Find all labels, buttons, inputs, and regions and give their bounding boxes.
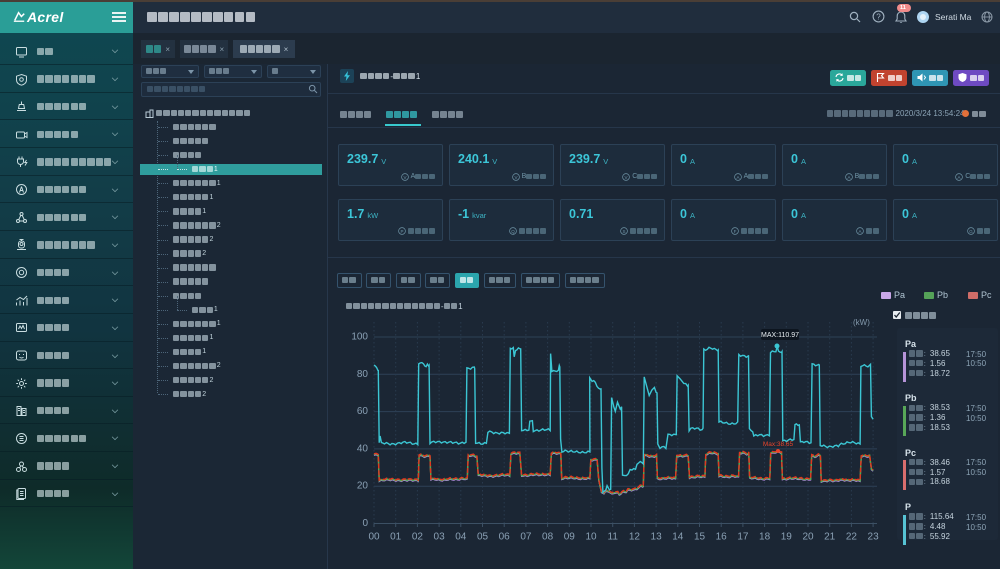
svg-text:08: 08 [542, 532, 554, 543]
svg-text:10: 10 [585, 532, 597, 543]
svg-text:A: A [859, 229, 862, 234]
svg-text:S: S [623, 229, 626, 234]
svg-text:19: 19 [781, 532, 793, 543]
svg-text:P: P [401, 229, 404, 234]
svg-text:00: 00 [368, 532, 380, 543]
svg-text:13: 13 [651, 532, 663, 543]
svg-text:0: 0 [362, 518, 368, 529]
svg-text:21: 21 [824, 532, 836, 543]
svg-text:Q: Q [512, 229, 516, 234]
svg-text:20: 20 [802, 532, 814, 543]
svg-text:60: 60 [357, 406, 369, 417]
svg-text:17: 17 [737, 532, 749, 543]
svg-text:05: 05 [477, 532, 489, 543]
svg-text:11: 11 [608, 532, 619, 543]
svg-text:A: A [736, 175, 739, 180]
svg-text:12: 12 [629, 532, 641, 543]
svg-text:01: 01 [390, 532, 402, 543]
svg-text:V: V [514, 175, 517, 180]
svg-text:80: 80 [357, 369, 369, 380]
svg-text:V: V [403, 175, 406, 180]
svg-text:04: 04 [455, 532, 467, 543]
svg-text:03: 03 [434, 532, 446, 543]
svg-text:V: V [625, 175, 628, 180]
svg-text:100: 100 [351, 332, 368, 343]
svg-text:23: 23 [868, 532, 880, 543]
svg-text:22: 22 [846, 532, 858, 543]
svg-text:06: 06 [499, 532, 511, 543]
svg-text:MAX:110.97: MAX:110.97 [761, 332, 799, 339]
svg-text:20: 20 [357, 481, 369, 492]
svg-text:09: 09 [564, 532, 576, 543]
svg-text:?: ? [876, 12, 881, 21]
svg-text:14: 14 [672, 532, 684, 543]
svg-text:A: A [958, 175, 961, 180]
svg-text:18: 18 [759, 532, 771, 543]
svg-text:F: F [734, 229, 737, 234]
svg-text:16: 16 [716, 532, 728, 543]
svg-text:40: 40 [357, 443, 369, 454]
svg-text:Max:38.65: Max:38.65 [763, 441, 794, 448]
svg-text:02: 02 [412, 532, 424, 543]
svg-text:15: 15 [694, 532, 706, 543]
svg-text:A: A [847, 175, 850, 180]
svg-text:G: G [969, 229, 973, 234]
svg-text:07: 07 [520, 532, 532, 543]
